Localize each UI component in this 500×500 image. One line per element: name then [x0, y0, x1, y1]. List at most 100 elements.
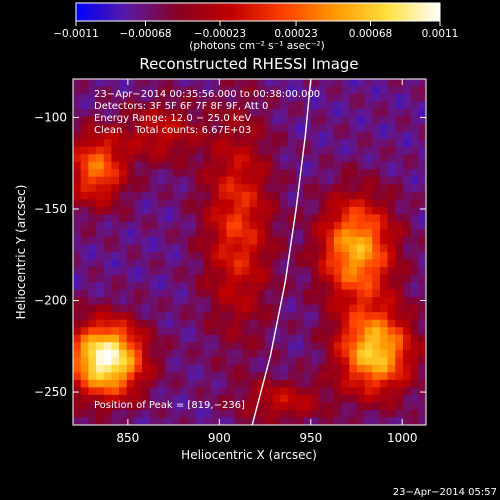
heatmap-cell [341, 214, 350, 223]
heatmap-cell [218, 402, 227, 411]
heatmap-cell [73, 146, 82, 155]
heatmap-cell [303, 86, 312, 95]
heatmap-cell [234, 252, 243, 260]
heatmap-cell [287, 282, 296, 291]
heatmap-cell [157, 334, 166, 343]
heatmap-cell [203, 349, 212, 358]
heatmap-cell [96, 154, 105, 163]
heatmap-cell [119, 409, 128, 418]
heatmap-cell [318, 116, 327, 125]
heatmap-cell [80, 379, 89, 388]
heatmap-cell [356, 101, 365, 110]
heatmap-cell [241, 274, 250, 283]
heatmap-cell [234, 357, 243, 366]
heatmap-cell [119, 86, 128, 95]
heatmap-cell [134, 379, 143, 388]
heatmap-cell [88, 394, 97, 403]
heatmap-cell [257, 79, 266, 87]
heatmap-cell [318, 206, 327, 215]
heatmap-cell [280, 116, 289, 125]
heatmap-cell [218, 342, 227, 351]
heatmap-cell [157, 146, 166, 155]
heatmap-cell [287, 297, 296, 306]
heatmap-cell [96, 252, 105, 260]
heatmap-cell [356, 259, 365, 268]
heatmap-cell [249, 349, 258, 358]
heatmap-cell [111, 161, 120, 170]
heatmap-cell [272, 409, 281, 418]
heatmap-cell [310, 417, 319, 425]
heatmap-cell [364, 131, 373, 140]
heatmap-cell [218, 154, 227, 163]
heatmap-cell [119, 327, 128, 336]
heatmap-cell [249, 139, 258, 148]
heatmap-cell [142, 229, 151, 238]
heatmap-cell [349, 161, 358, 170]
heatmap-cell [119, 252, 128, 260]
heatmap-cell [379, 86, 389, 95]
heatmap-cell [364, 252, 373, 260]
heatmap-cell [149, 94, 158, 102]
heatmap-cell [395, 94, 404, 102]
heatmap-cell [326, 131, 335, 140]
heatmap-cell [349, 139, 358, 148]
heatmap-cell [149, 319, 158, 328]
heatmap-cell [310, 199, 319, 208]
heatmap-cell [142, 236, 151, 245]
heatmap-cell [211, 312, 220, 321]
heatmap-cell [211, 214, 220, 223]
heatmap-cell [195, 274, 204, 283]
heatmap-cell [257, 199, 266, 208]
info-overlay: 23−Apr−2014 00:35:56.000 to 00:38:00.000… [94, 89, 320, 136]
heatmap-cell [280, 387, 289, 396]
heatmap-cell [234, 236, 243, 245]
heatmap-cell [364, 282, 373, 291]
heatmap-cell [211, 319, 220, 328]
heatmap-cell [218, 394, 227, 403]
heatmap-cell [372, 304, 381, 313]
heatmap-cell [402, 169, 412, 178]
heatmap-cell [326, 146, 335, 155]
heatmap-cell [80, 131, 89, 140]
heatmap-cell [387, 282, 396, 291]
heatmap-cell [218, 131, 227, 140]
heatmap-cell [287, 319, 296, 328]
heatmap-cell [142, 282, 151, 291]
heatmap-cell [287, 86, 296, 95]
heatmap-cell [203, 94, 212, 102]
heatmap-cell [249, 394, 258, 403]
heatmap-cell [119, 312, 128, 321]
heatmap-cell [272, 244, 281, 253]
heatmap-cell [372, 221, 381, 230]
heatmap-cell [364, 191, 373, 200]
heatmap-cell [364, 379, 373, 388]
heatmap-cell [142, 94, 151, 102]
heatmap-cell [303, 319, 312, 328]
heatmap-cell [234, 146, 243, 155]
heatmap-cell [264, 161, 273, 170]
heatmap-cell [157, 206, 166, 215]
heatmap-cell [387, 199, 396, 208]
heatmap-cell [341, 402, 350, 411]
heatmap-cell [111, 327, 120, 336]
heatmap-cell [287, 169, 296, 178]
heatmap-cell [318, 199, 327, 208]
heatmap-cell [234, 327, 243, 336]
heatmap-cell [134, 79, 143, 87]
heatmap-cell [410, 191, 419, 200]
heatmap-cell [111, 297, 120, 306]
heatmap-cell [295, 252, 304, 260]
heatmap-cell [96, 109, 105, 118]
heatmap-cell [326, 274, 335, 283]
heatmap-cell [410, 402, 419, 411]
heatmap-cell [303, 146, 312, 155]
heatmap-cell [234, 86, 243, 95]
heatmap-cell [264, 109, 273, 118]
heatmap-cell [241, 169, 250, 178]
heatmap-cell [295, 342, 304, 351]
heatmap-cell [165, 349, 174, 358]
heatmap-cell [295, 312, 304, 321]
heatmap-cell [226, 282, 235, 291]
heatmap-cell [103, 229, 112, 238]
heatmap-cell [195, 139, 204, 148]
